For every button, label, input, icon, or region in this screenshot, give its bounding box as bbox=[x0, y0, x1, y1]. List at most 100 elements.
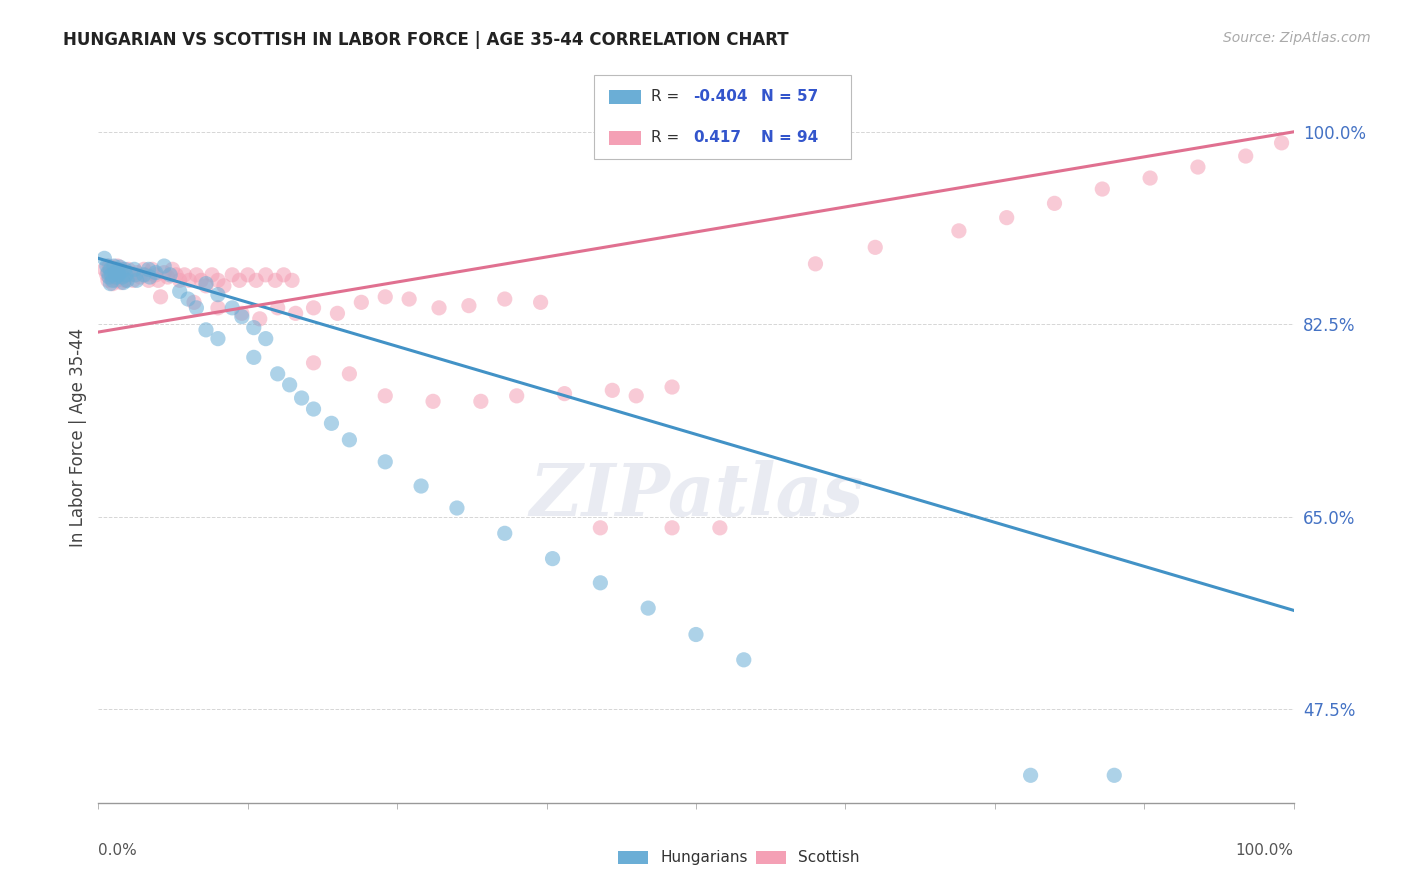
Point bbox=[195, 278, 218, 293]
Text: 0.0%: 0.0% bbox=[98, 843, 138, 858]
Point bbox=[264, 273, 287, 287]
Point bbox=[339, 433, 361, 447]
Point bbox=[141, 262, 163, 277]
Point bbox=[626, 389, 648, 403]
Point bbox=[125, 273, 148, 287]
Point bbox=[93, 252, 115, 266]
Point bbox=[138, 262, 160, 277]
Point bbox=[321, 417, 343, 431]
Point bbox=[108, 260, 131, 274]
Point bbox=[249, 311, 271, 326]
Point bbox=[100, 268, 122, 282]
Point bbox=[104, 268, 127, 282]
Point bbox=[125, 266, 148, 280]
Point bbox=[243, 320, 266, 334]
Point bbox=[179, 273, 201, 287]
Point bbox=[1091, 182, 1114, 196]
Point bbox=[458, 299, 481, 313]
Point bbox=[135, 268, 157, 282]
Point bbox=[865, 240, 887, 254]
Point bbox=[138, 273, 160, 287]
Point bbox=[195, 277, 218, 291]
Point bbox=[153, 266, 176, 280]
Point bbox=[267, 367, 290, 381]
Point bbox=[207, 332, 229, 346]
Text: -0.404: -0.404 bbox=[693, 89, 748, 104]
Y-axis label: In Labor Force | Age 35-44: In Labor Force | Age 35-44 bbox=[69, 327, 87, 547]
Point bbox=[1271, 136, 1294, 150]
Point bbox=[1019, 768, 1042, 782]
Point bbox=[804, 257, 827, 271]
Point bbox=[207, 273, 229, 287]
Point bbox=[243, 351, 266, 365]
Point bbox=[132, 268, 155, 282]
Point bbox=[108, 270, 131, 285]
Point bbox=[530, 295, 553, 310]
FancyBboxPatch shape bbox=[609, 131, 641, 145]
Point bbox=[145, 266, 167, 280]
Point bbox=[267, 301, 290, 315]
Point bbox=[228, 273, 250, 287]
Point bbox=[97, 273, 120, 287]
Point bbox=[107, 264, 129, 278]
Point bbox=[212, 278, 235, 293]
Point bbox=[554, 386, 576, 401]
Point bbox=[195, 323, 218, 337]
Point bbox=[96, 259, 118, 273]
Point bbox=[105, 273, 128, 287]
Point bbox=[422, 394, 444, 409]
Point bbox=[1104, 768, 1126, 782]
Text: Scottish: Scottish bbox=[797, 850, 859, 865]
Point bbox=[124, 268, 146, 282]
Point bbox=[637, 601, 659, 615]
Text: N = 57: N = 57 bbox=[761, 89, 818, 104]
Point bbox=[129, 270, 152, 285]
Point bbox=[221, 268, 243, 282]
Point bbox=[339, 367, 361, 381]
Text: R =: R = bbox=[651, 89, 683, 104]
Point bbox=[149, 290, 172, 304]
Point bbox=[101, 273, 124, 287]
Point bbox=[98, 262, 122, 277]
Point bbox=[114, 262, 136, 277]
Text: R =: R = bbox=[651, 130, 683, 145]
Point bbox=[302, 356, 325, 370]
Point bbox=[709, 521, 731, 535]
Point bbox=[685, 627, 707, 641]
Point bbox=[207, 287, 229, 301]
Point bbox=[115, 268, 138, 282]
Point bbox=[506, 389, 529, 403]
Point bbox=[1043, 196, 1066, 211]
Point bbox=[302, 402, 325, 417]
Point bbox=[105, 270, 128, 285]
Point bbox=[110, 264, 132, 278]
Point bbox=[145, 268, 167, 282]
Point bbox=[190, 273, 212, 287]
Point bbox=[1234, 149, 1257, 163]
Text: Source: ZipAtlas.com: Source: ZipAtlas.com bbox=[1223, 31, 1371, 45]
Text: 100.0%: 100.0% bbox=[1236, 843, 1294, 858]
Point bbox=[112, 268, 135, 282]
Point bbox=[177, 292, 200, 306]
Point bbox=[273, 268, 295, 282]
Point bbox=[236, 268, 259, 282]
Point bbox=[101, 277, 124, 291]
Point bbox=[153, 259, 176, 273]
Point bbox=[186, 301, 208, 315]
Point bbox=[281, 273, 304, 287]
Point bbox=[156, 270, 179, 285]
Point bbox=[162, 262, 184, 277]
Point bbox=[398, 292, 420, 306]
Point bbox=[169, 285, 191, 299]
Point bbox=[221, 301, 243, 315]
FancyBboxPatch shape bbox=[619, 851, 648, 864]
Text: N = 94: N = 94 bbox=[761, 130, 818, 145]
Point bbox=[132, 262, 155, 277]
Point bbox=[302, 301, 325, 315]
Point bbox=[98, 277, 122, 291]
Point bbox=[470, 394, 492, 409]
Point bbox=[446, 501, 468, 516]
Point bbox=[589, 575, 612, 590]
Point bbox=[254, 332, 277, 346]
Point bbox=[186, 268, 208, 282]
